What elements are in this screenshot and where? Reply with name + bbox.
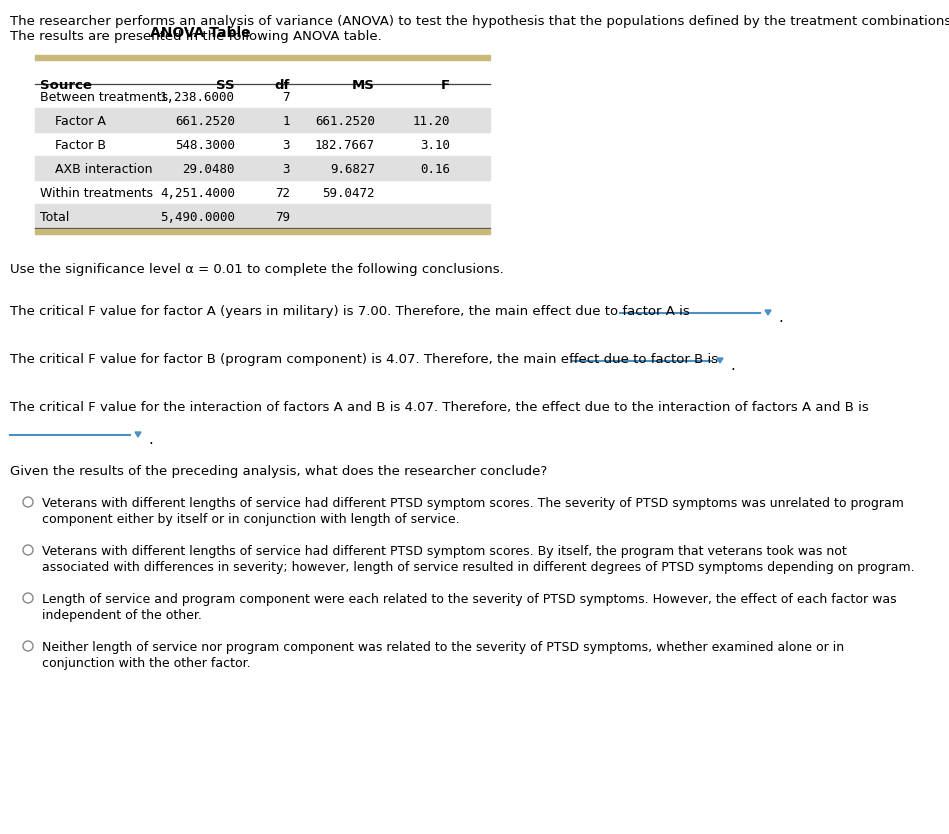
Text: conjunction with the other factor.: conjunction with the other factor. <box>42 657 251 670</box>
Text: independent of the other.: independent of the other. <box>42 609 202 622</box>
Text: Length of service and program component were each related to the severity of PTS: Length of service and program component … <box>42 593 897 606</box>
Polygon shape <box>765 310 771 315</box>
Text: ANOVA Table: ANOVA Table <box>150 26 251 40</box>
Text: Factor A: Factor A <box>55 115 106 128</box>
Text: Total: Total <box>40 211 69 224</box>
Text: 1: 1 <box>283 115 290 128</box>
Text: AXB interaction: AXB interaction <box>55 163 153 176</box>
Text: Factor B: Factor B <box>55 139 106 152</box>
Text: 1,238.6000: 1,238.6000 <box>160 91 235 104</box>
Text: Veterans with different lengths of service had different PTSD symptom scores. Th: Veterans with different lengths of servi… <box>42 497 903 510</box>
Text: The critical F value for the interaction of factors A and B is 4.07. Therefore, : The critical F value for the interaction… <box>10 401 868 414</box>
Text: The results are presented in the following ANOVA table.: The results are presented in the followi… <box>10 30 381 43</box>
Text: df: df <box>274 79 290 92</box>
Text: 11.20: 11.20 <box>413 115 450 128</box>
Polygon shape <box>717 358 723 363</box>
Bar <box>35 229 490 234</box>
Text: The critical F value for factor A (years in military) is 7.00. Therefore, the ma: The critical F value for factor A (years… <box>10 305 690 318</box>
Text: F: F <box>441 79 450 92</box>
Text: 0.16: 0.16 <box>420 163 450 176</box>
Text: associated with differences in severity; however, length of service resulted in : associated with differences in severity;… <box>42 561 915 574</box>
Text: 3.10: 3.10 <box>420 139 450 152</box>
Text: component either by itself or in conjunction with length of service.: component either by itself or in conjunc… <box>42 513 459 526</box>
Text: 182.7667: 182.7667 <box>315 139 375 152</box>
Text: Use the significance level α = 0.01 to complete the following conclusions.: Use the significance level α = 0.01 to c… <box>10 263 504 276</box>
Text: Neither length of service nor program component was related to the severity of P: Neither length of service nor program co… <box>42 641 844 654</box>
Text: 59.0472: 59.0472 <box>323 187 375 200</box>
Text: .: . <box>730 358 735 373</box>
Text: 29.0480: 29.0480 <box>182 163 235 176</box>
Text: 3: 3 <box>283 139 290 152</box>
Text: 661.2520: 661.2520 <box>175 115 235 128</box>
Text: The critical F value for factor B (program component) is 4.07. Therefore, the ma: The critical F value for factor B (progr… <box>10 353 718 366</box>
Text: 548.3000: 548.3000 <box>175 139 235 152</box>
Text: 3: 3 <box>283 163 290 176</box>
Text: The researcher performs an analysis of variance (ANOVA) to test the hypothesis t: The researcher performs an analysis of v… <box>10 15 949 28</box>
Bar <box>35 55 490 60</box>
Text: Given the results of the preceding analysis, what does the researcher conclude?: Given the results of the preceding analy… <box>10 465 548 478</box>
Text: Between treatments: Between treatments <box>40 91 168 104</box>
Text: 7: 7 <box>283 91 290 104</box>
Polygon shape <box>135 432 141 437</box>
Text: Veterans with different lengths of service had different PTSD symptom scores. By: Veterans with different lengths of servi… <box>42 545 847 558</box>
Text: .: . <box>148 432 153 447</box>
Text: .: . <box>778 310 783 325</box>
Text: 661.2520: 661.2520 <box>315 115 375 128</box>
Text: 72: 72 <box>275 187 290 200</box>
Bar <box>35 204 490 228</box>
Bar <box>35 108 490 132</box>
Text: Source: Source <box>40 79 92 92</box>
Bar <box>35 156 490 180</box>
Text: 79: 79 <box>275 211 290 224</box>
Text: 4,251.4000: 4,251.4000 <box>160 187 235 200</box>
Text: 9.6827: 9.6827 <box>330 163 375 176</box>
Text: Within treatments: Within treatments <box>40 187 153 200</box>
Text: SS: SS <box>216 79 235 92</box>
Text: MS: MS <box>352 79 375 92</box>
Text: 5,490.0000: 5,490.0000 <box>160 211 235 224</box>
